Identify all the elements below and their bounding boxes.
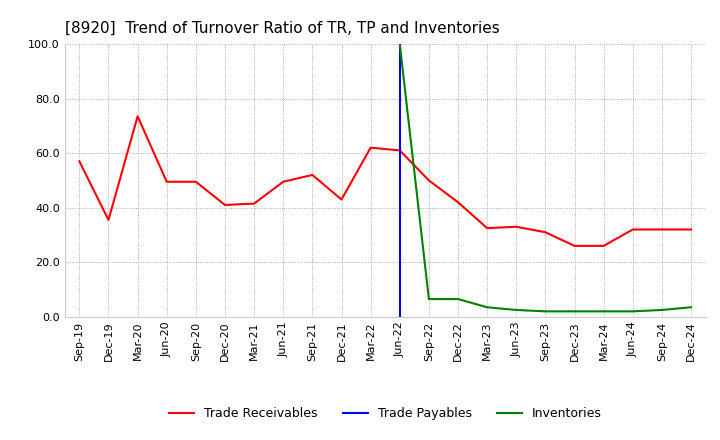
- Trade Receivables: [687, 227, 696, 232]
- Trade Receivables: [599, 243, 608, 249]
- Inventories: [425, 297, 433, 302]
- Inventories: [570, 309, 579, 314]
- Inventories: [454, 297, 462, 302]
- Trade Receivables: [279, 179, 287, 184]
- Trade Receivables: [425, 178, 433, 183]
- Trade Receivables: [366, 145, 375, 150]
- Trade Receivables: [395, 148, 404, 153]
- Legend: Trade Receivables, Trade Payables, Inventories: Trade Receivables, Trade Payables, Inven…: [164, 402, 606, 425]
- Line: Inventories: Inventories: [400, 44, 691, 312]
- Trade Receivables: [629, 227, 637, 232]
- Trade Receivables: [104, 217, 113, 223]
- Inventories: [687, 304, 696, 310]
- Inventories: [512, 307, 521, 312]
- Inventories: [629, 309, 637, 314]
- Trade Receivables: [250, 201, 258, 206]
- Inventories: [395, 41, 404, 47]
- Inventories: [657, 307, 666, 312]
- Text: [8920]  Trend of Turnover Ratio of TR, TP and Inventories: [8920] Trend of Turnover Ratio of TR, TP…: [65, 21, 500, 36]
- Trade Receivables: [220, 202, 229, 208]
- Trade Receivables: [483, 225, 492, 231]
- Trade Receivables: [133, 114, 142, 119]
- Trade Receivables: [570, 243, 579, 249]
- Trade Receivables: [163, 179, 171, 184]
- Inventories: [483, 304, 492, 310]
- Trade Receivables: [541, 230, 550, 235]
- Inventories: [541, 309, 550, 314]
- Line: Trade Receivables: Trade Receivables: [79, 116, 691, 246]
- Trade Receivables: [512, 224, 521, 229]
- Trade Receivables: [192, 179, 200, 184]
- Trade Receivables: [337, 197, 346, 202]
- Inventories: [599, 309, 608, 314]
- Trade Receivables: [657, 227, 666, 232]
- Trade Receivables: [308, 172, 317, 178]
- Trade Receivables: [75, 159, 84, 164]
- Trade Receivables: [454, 200, 462, 205]
